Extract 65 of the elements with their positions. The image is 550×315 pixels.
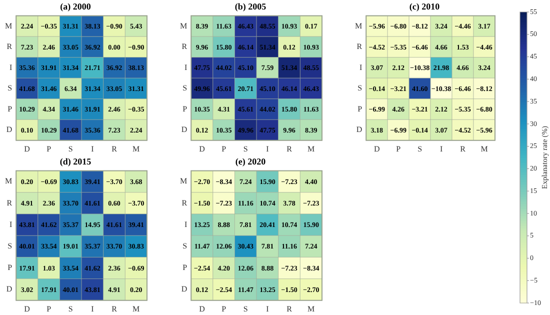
x-tick-label: D <box>199 304 206 314</box>
x-tick-label: P <box>46 304 52 314</box>
x-tick-label: P <box>46 144 52 154</box>
y-tick-label: P <box>358 104 363 114</box>
y-tick-label: M <box>4 176 12 186</box>
y-tick-label: M <box>4 21 12 30</box>
chart-title: (e) 2020 <box>235 156 266 167</box>
y-tick-label: S <box>182 84 188 93</box>
chart-title: (d) 2015 <box>60 156 92 167</box>
x-tick-label: P <box>222 144 227 154</box>
chart-title: (b) 2005 <box>234 2 267 12</box>
x-tick-label: M <box>308 144 315 154</box>
y-tick-label: R <box>182 42 188 52</box>
x-tick-label: R <box>286 144 293 154</box>
x-tick-label: D <box>374 144 380 154</box>
x-tick-label: S <box>68 304 73 314</box>
x-tick-label: I <box>266 144 270 154</box>
chart-title: (a) 2000 <box>60 2 92 12</box>
x-tick-label: D <box>199 144 206 154</box>
x-tick-label: P <box>396 144 402 154</box>
y-tick-label: R <box>356 42 363 52</box>
x-tick-label: M <box>308 304 315 314</box>
y-tick-label: S <box>182 241 188 250</box>
y-tick-label: R <box>6 198 13 208</box>
x-tick-label: S <box>243 144 248 154</box>
y-tick-label: I <box>9 220 12 229</box>
y-tick-label: D <box>181 284 188 294</box>
x-tick-label: I <box>91 304 94 314</box>
x-tick-label: M <box>480 144 488 154</box>
x-tick-label: I <box>266 304 270 314</box>
y-tick-label: I <box>184 220 188 229</box>
y-tick-label: S <box>8 241 12 250</box>
x-tick-label: D <box>24 304 30 314</box>
x-tick-label: R <box>112 304 118 314</box>
x-tick-label: S <box>68 144 73 154</box>
x-tick-label: R <box>286 304 293 314</box>
y-tick-label: P <box>8 263 13 272</box>
y-tick-label: S <box>8 84 12 93</box>
x-tick-label: S <box>418 144 422 154</box>
x-tick-label: R <box>460 144 466 154</box>
y-tick-label: M <box>180 176 188 186</box>
x-tick-label: I <box>440 144 443 154</box>
x-tick-label: R <box>112 144 118 154</box>
y-tick-label: D <box>6 284 12 294</box>
y-tick-label: I <box>359 62 362 72</box>
y-tick-label: D <box>356 125 362 134</box>
y-tick-label: D <box>6 125 12 134</box>
y-tick-label: M <box>180 21 188 30</box>
y-tick-label: P <box>182 263 188 272</box>
y-tick-label: P <box>182 104 188 114</box>
y-tick-label: P <box>8 104 13 114</box>
y-tick-label: M <box>354 21 362 30</box>
x-tick-label: I <box>91 144 94 154</box>
x-tick-label: M <box>132 304 140 314</box>
x-tick-label: S <box>243 304 248 314</box>
y-tick-label: R <box>6 42 13 52</box>
y-tick-label: S <box>358 84 362 93</box>
y-tick-label: I <box>184 62 188 72</box>
y-tick-label: D <box>181 125 188 134</box>
y-tick-label: I <box>9 62 12 72</box>
y-tick-label: R <box>182 198 188 208</box>
chart-title: (c) 2010 <box>409 2 440 12</box>
x-tick-label: D <box>24 144 30 154</box>
x-tick-label: P <box>222 304 227 314</box>
x-tick-label: M <box>132 144 140 154</box>
